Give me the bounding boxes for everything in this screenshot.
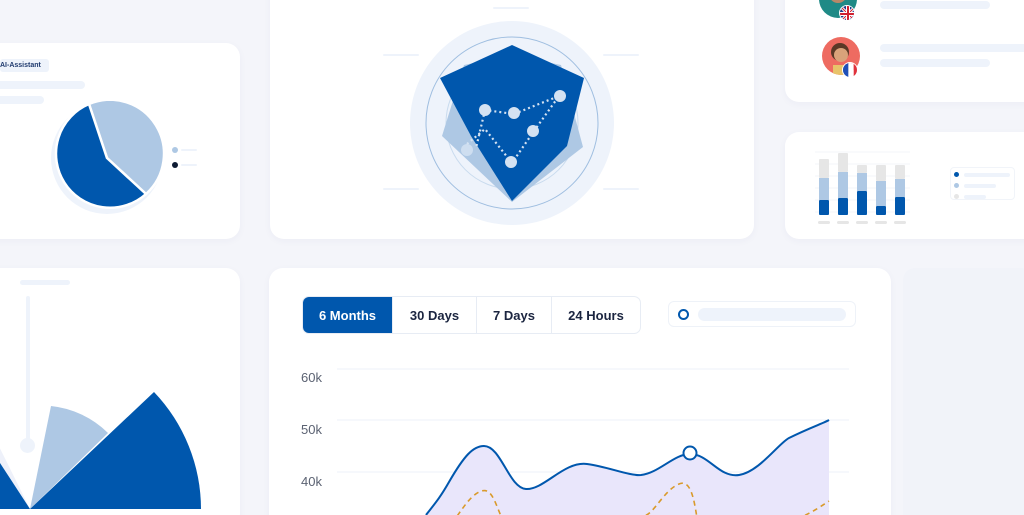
legend-dot	[954, 194, 959, 199]
axis-label-right-bottom	[603, 188, 639, 190]
legend-label	[964, 173, 1010, 177]
background-panel	[903, 268, 1024, 515]
legend-dot	[954, 183, 959, 188]
legend-label	[964, 184, 996, 188]
people-card	[785, 0, 1024, 102]
tab-6-months[interactable]: 6 Months	[303, 297, 393, 333]
legend-dot-light	[172, 147, 178, 153]
slider-track[interactable]	[26, 296, 30, 446]
legend-dot	[954, 172, 959, 177]
axis-label-right-top	[603, 54, 639, 56]
pie-chart	[51, 101, 164, 214]
placeholder-line	[880, 59, 990, 67]
search-input[interactable]	[668, 301, 856, 327]
radio-circle-icon	[678, 309, 689, 320]
legend-label	[181, 149, 197, 151]
placeholder-line	[880, 1, 990, 9]
y-tick-50k: 50k	[301, 422, 322, 437]
stacked-bar-card	[785, 132, 1024, 239]
polar-chart-card	[0, 268, 240, 515]
highlight-point[interactable]	[682, 445, 698, 461]
time-range-tabs: 6 Months 30 Days 7 Days 24 Hours	[302, 296, 641, 334]
placeholder-line	[0, 96, 44, 104]
y-tick-60k: 60k	[301, 370, 322, 385]
tab-30-days[interactable]: 30 Days	[393, 297, 477, 333]
y-tick-40k: 40k	[301, 474, 322, 489]
ai-assistant-card: AI-Assistant	[0, 43, 240, 239]
bar-legend	[950, 167, 1015, 200]
stacked-bar-chart	[815, 151, 910, 224]
legend-label	[964, 195, 986, 199]
placeholder-line	[880, 44, 1024, 52]
tab-24-hours[interactable]: 24 Hours	[568, 307, 624, 323]
ai-assistant-badge: AI-Assistant	[0, 59, 49, 72]
legend-dot-dark	[172, 162, 178, 168]
radar-chart	[410, 21, 614, 225]
search-placeholder	[698, 308, 846, 321]
uk-flag-icon	[839, 5, 855, 21]
line-chart	[337, 368, 849, 515]
line-chart-card: 6 Months 30 Days 7 Days 24 Hours 60k 50k…	[269, 268, 891, 515]
tab-7-days[interactable]: 7 Days	[477, 297, 552, 333]
axis-label-left-top	[383, 54, 419, 56]
polar-area-chart	[0, 392, 201, 509]
slider-handle[interactable]	[20, 438, 35, 453]
radar-chart-card	[270, 0, 754, 239]
france-flag-icon	[842, 62, 858, 78]
placeholder-line	[20, 280, 70, 285]
placeholder-line	[0, 81, 85, 89]
axis-label-top	[493, 7, 529, 9]
axis-label-left-bottom	[383, 188, 419, 190]
legend-label	[181, 164, 197, 166]
